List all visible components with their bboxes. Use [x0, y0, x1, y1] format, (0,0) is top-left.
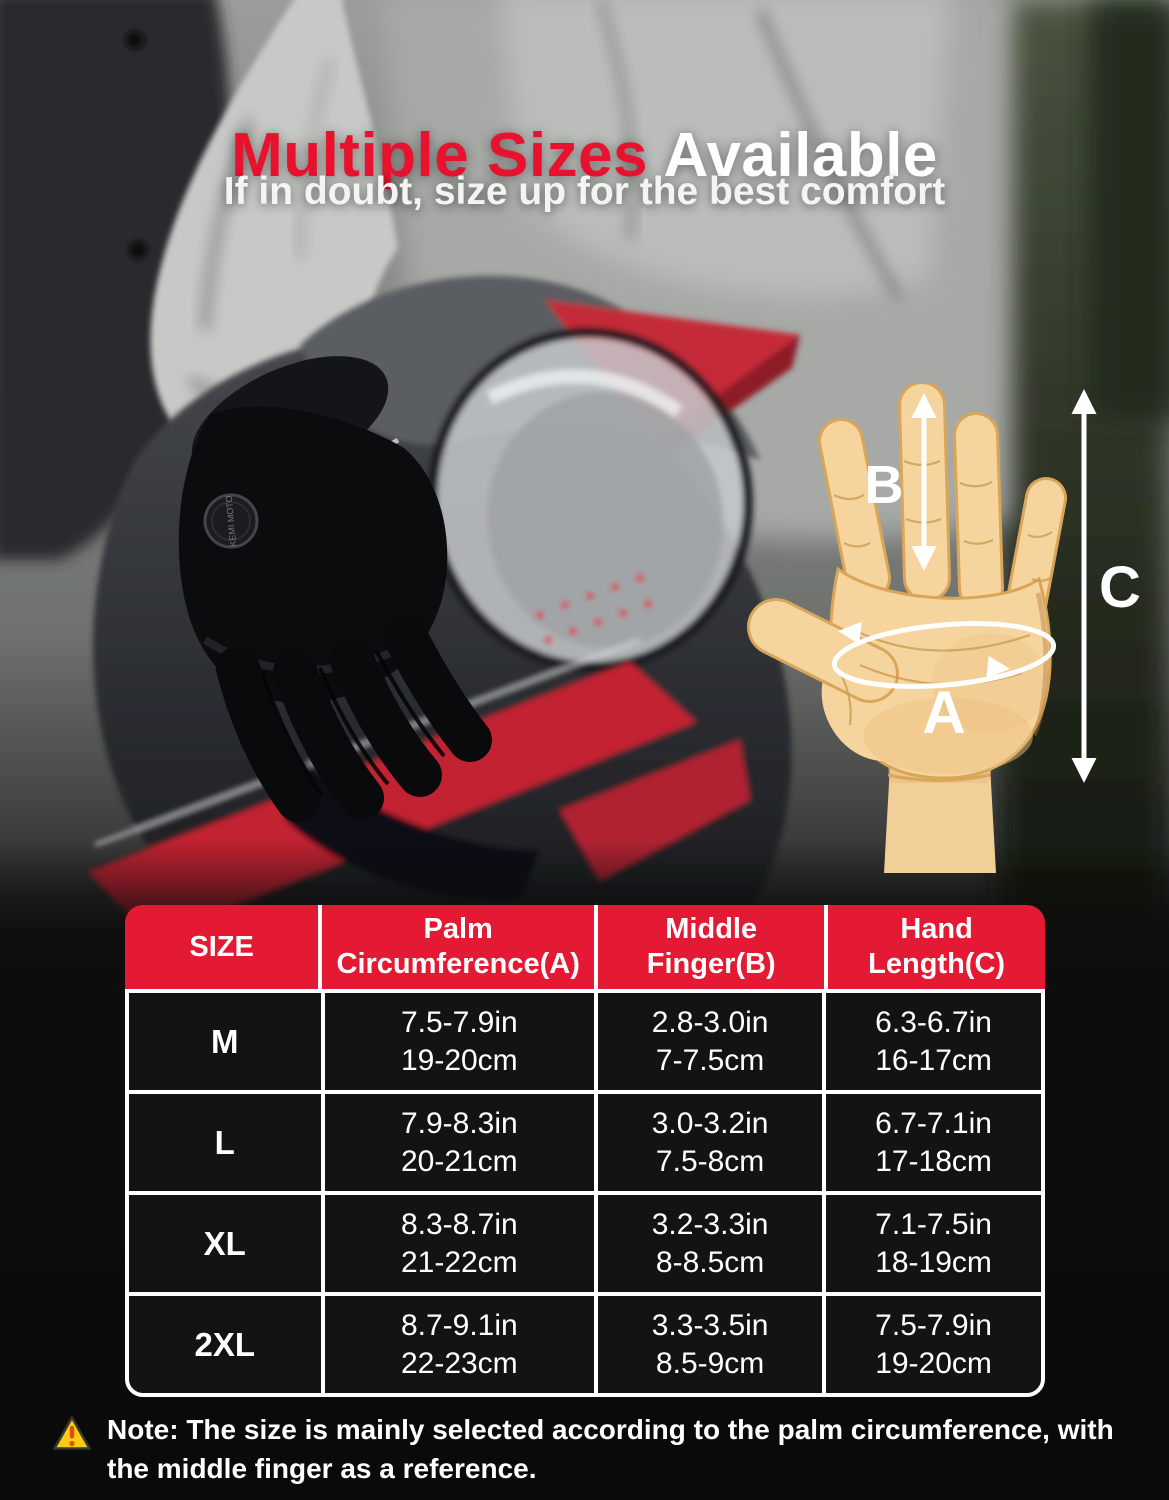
glove-brand-patch: KEMI MOTO: [203, 493, 259, 549]
cell-size: 2XL: [194, 1325, 256, 1363]
hand-illustration: [747, 383, 1067, 873]
title-highlight: Multiple Sizes: [231, 120, 649, 190]
glove-back: [178, 406, 448, 703]
cell-hand: 7.1-7.5in 18-19cm: [822, 1195, 1041, 1292]
cell-palm: 7.9-8.3in 20-21cm: [320, 1094, 595, 1191]
measure-a-arrow: [831, 621, 1057, 689]
glove-fingers: [216, 614, 492, 822]
cell-hand: 7.5-7.9in 19-20cm: [822, 1296, 1041, 1393]
cell-palm: 8.3-8.7in 21-22cm: [320, 1195, 595, 1292]
measure-a-label: A: [922, 679, 965, 746]
table-row-l: L 7.9-8.3in 20-21cm 3.0-3.2in 7.5-8cm 6.7-…: [129, 1090, 1041, 1191]
table-row-2xl: 2XL 8.7-9.1in 22-23cm 3.3-3.5in 8.5-9cm 7.…: [129, 1292, 1041, 1393]
cell-hand: 6.3-6.7in 16-17cm: [822, 993, 1041, 1090]
cell-size: XL: [203, 1224, 246, 1262]
table-row-m: M 7.5-7.9in 19-20cm 2.8-3.0in 7-7.5cm 6.3-…: [129, 993, 1041, 1090]
leather-glove: KEMI MOTO: [178, 356, 492, 822]
note: Note: The size is mainly selected accord…: [52, 1410, 1124, 1488]
helmet-visor: [426, 327, 754, 673]
cell-middle: 3.0-3.2in 7.5-8cm: [594, 1094, 822, 1191]
cell-middle: 3.2-3.3in 8-8.5cm: [594, 1195, 822, 1292]
page-subtitle: If in doubt, size up for the best comfor…: [223, 170, 946, 213]
title-rest: Available: [663, 120, 938, 190]
size-table: SIZE Palm Circumference(A) Middle Finger(B…: [125, 905, 1045, 1397]
col-header-size: SIZE: [125, 905, 319, 989]
svg-text:KEMI MOTO: KEMI MOTO: [224, 495, 238, 547]
size-table-header: SIZE Palm Circumference(A) Middle Finger(B…: [125, 905, 1045, 989]
cell-size: M: [211, 1022, 239, 1060]
measure-c-label: C: [1099, 555, 1141, 620]
cell-size: L: [214, 1123, 235, 1161]
helmet-vent-dots: [536, 574, 652, 644]
size-table-body: M 7.5-7.9in 19-20cm 2.8-3.0in 7-7.5cm 6.3-…: [125, 989, 1045, 1397]
table-row-xl: XL 8.3-8.7in 21-22cm 3.2-3.3in 8-8.5cm 7.1…: [129, 1191, 1041, 1292]
cell-palm: 7.5-7.9in 19-20cm: [320, 993, 595, 1090]
cell-hand: 6.7-7.1in 17-18cm: [822, 1094, 1041, 1191]
col-header-palm-circumference: Palm Circumference(A): [318, 905, 595, 989]
background-tree-trunk: [1090, 0, 1169, 420]
cell-middle: 3.3-3.5in 8.5-9cm: [594, 1296, 822, 1393]
page-title: Multiple Sizes Available: [0, 120, 1169, 191]
cell-middle: 2.8-3.0in 7-7.5cm: [594, 993, 822, 1090]
measure-b-label: B: [865, 455, 904, 515]
hand-measurement-diagram: B C A: [747, 383, 1141, 873]
note-text: Note: The size is mainly selected accord…: [107, 1414, 1114, 1484]
col-header-middle-finger: Middle Finger(B): [594, 905, 825, 989]
col-header-hand-length: Hand Length(C): [824, 905, 1045, 989]
warning-icon: [53, 1416, 91, 1450]
cell-palm: 8.7-9.1in 22-23cm: [320, 1296, 595, 1393]
